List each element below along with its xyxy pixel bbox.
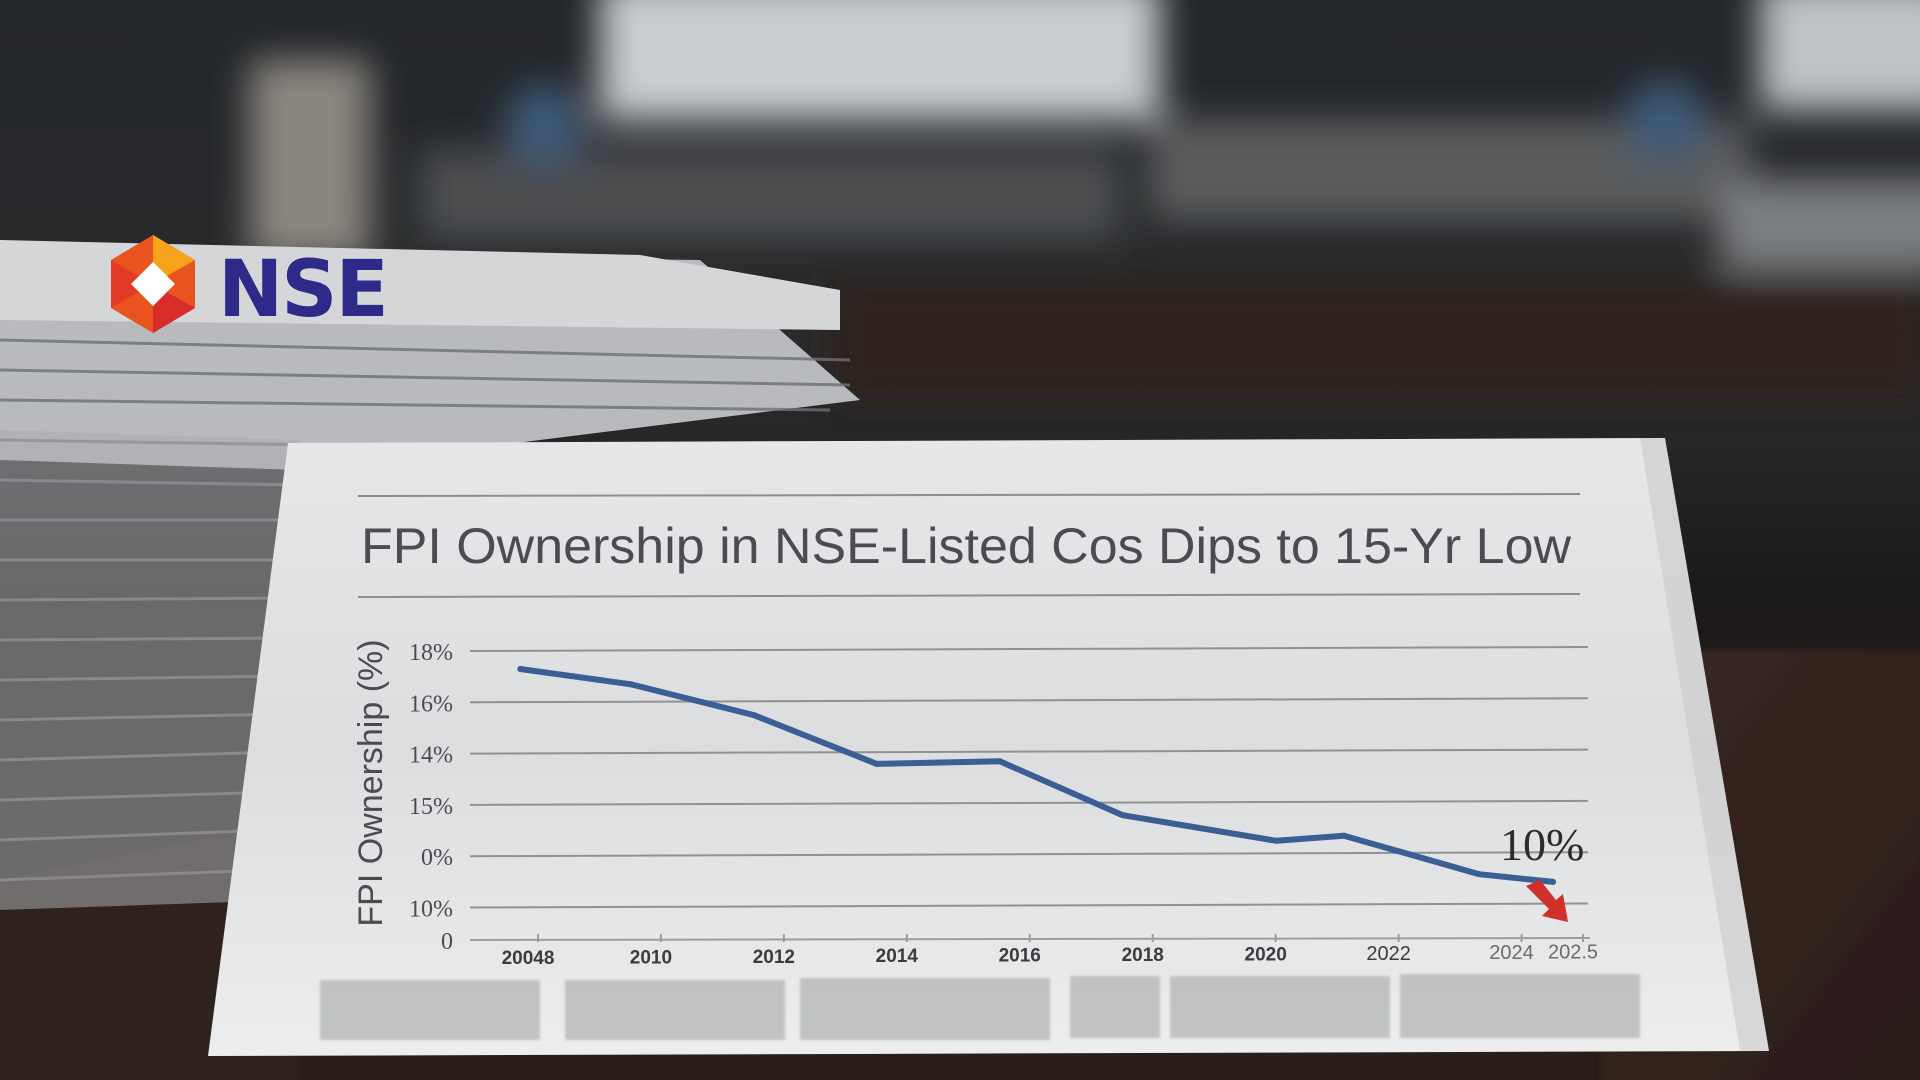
data-point [1476,871,1483,878]
series-points [517,665,1556,885]
series-line [517,666,1556,885]
newspaper-body-text [320,974,1640,1040]
gridline [469,646,1589,652]
gridline [469,697,1589,704]
data-point [627,681,634,688]
down-arrow-icon [1526,880,1568,922]
y-tick-label: 15% [409,794,453,820]
nse-logo: NSE [111,235,389,335]
x-tick-label: 2014 [876,946,919,967]
x-tick-label: 2012 [753,947,795,968]
blurred-office-background [250,0,1920,400]
title-rule-top [357,493,1581,497]
y-tick-label: 18% [409,640,453,666]
newspaper [208,438,1769,1056]
gridline [469,902,1589,909]
x-tick-label: 2022 [1366,943,1411,965]
x-tick-label: 2024 [1489,942,1534,964]
x-axis [469,937,1591,941]
y-tick-label: 14% [409,743,453,769]
x-tick-label: 2018 [1122,945,1164,966]
x-tick-label: 202.5 [1548,942,1598,964]
data-point [517,665,524,672]
gridlines [469,646,1589,909]
y-tick-labels: 18% 16% 14% 15% 0% 10% 0 [409,640,453,955]
data-point [996,758,1003,765]
line-chart: 18% 16% 14% 15% 0% 10% 0 20048 2010 2012 2014 2016… [352,639,1598,969]
paper-stack [0,240,860,910]
y-tick-label: 10% [409,897,453,923]
x-tick-label: 2016 [999,946,1041,967]
data-point [750,712,757,719]
y-tick-label: 0% [421,845,453,871]
x-tick-label: 2010 [630,947,672,968]
data-point [1119,812,1126,819]
data-point [873,760,880,767]
gridline [469,799,1589,806]
gridline [469,748,1589,755]
title-rule-bottom [357,593,1581,598]
data-point [1550,878,1556,885]
y-tick-label: 0 [441,929,453,955]
x-tick-label: 2020 [1245,944,1287,965]
data-point [1341,832,1347,839]
nse-logo-mark [111,235,195,333]
y-axis-title: FPI Ownership (%) [352,639,390,926]
x-tick-label: 20048 [502,948,555,969]
y-tick-label: 16% [409,691,453,717]
data-point [1273,837,1280,844]
chart-title: FPI Ownership in NSE-Listed Cos Dips to … [361,518,1572,574]
x-tick-labels: 20048 2010 2012 2014 2016 2018 2020 2022 2024 202… [502,934,1598,969]
annotation-label: 10% [1500,819,1584,870]
nse-logo-text: NSE [218,245,387,335]
